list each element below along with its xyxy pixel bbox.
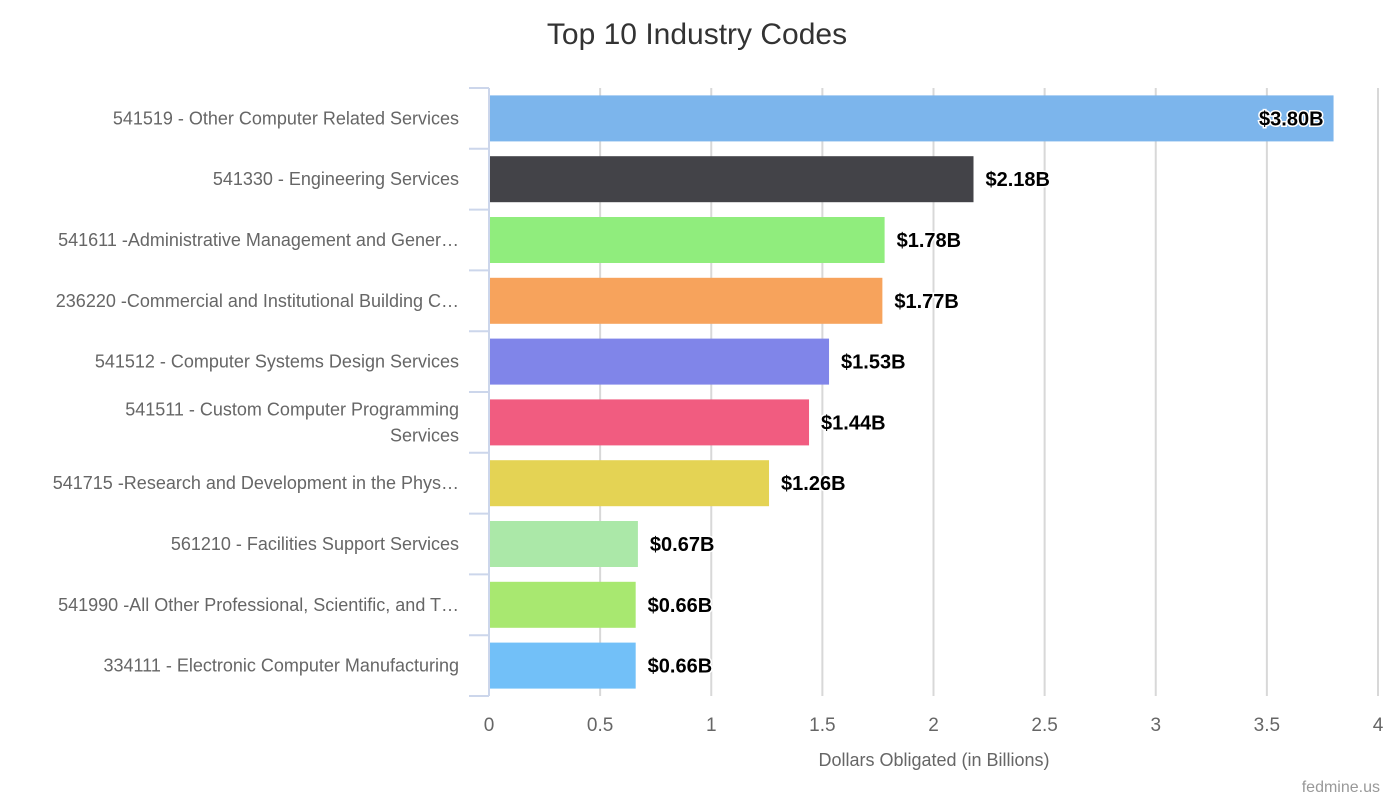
data-label: $1.53B bbox=[841, 352, 906, 374]
bar bbox=[490, 277, 883, 324]
category-label: 236220 -Commercial and Institutional Bui… bbox=[56, 291, 459, 311]
x-tick-label: 3.5 bbox=[1254, 715, 1280, 736]
x-tick-label: 4 bbox=[1373, 715, 1384, 736]
data-label: $0.67B bbox=[650, 534, 715, 556]
category-label: 541512 - Computer Systems Design Service… bbox=[95, 352, 459, 372]
category-label: 561210 - Facilities Support Services bbox=[171, 534, 459, 554]
category-label: 541990 -All Other Professional, Scientif… bbox=[58, 595, 459, 615]
chart-title: Top 10 Industry Codes bbox=[547, 18, 847, 51]
bar bbox=[490, 156, 974, 203]
x-tick-label: 2.5 bbox=[1031, 715, 1057, 736]
data-label: $1.44B bbox=[821, 412, 886, 434]
data-label: $0.66B bbox=[648, 656, 713, 678]
data-label: $2.18B bbox=[986, 169, 1051, 191]
x-tick-label: 0 bbox=[484, 715, 495, 736]
category-label: 541715 -Research and Development in the … bbox=[53, 473, 459, 493]
category-label: 541330 - Engineering Services bbox=[213, 169, 459, 189]
bar bbox=[490, 217, 885, 263]
bar bbox=[490, 521, 638, 567]
bar bbox=[490, 642, 636, 689]
data-label: $3.80B bbox=[1259, 108, 1324, 130]
x-tick-label: 3 bbox=[1150, 715, 1161, 736]
data-label: $1.77B bbox=[894, 291, 959, 313]
credit-link[interactable]: fedmine.us bbox=[1302, 779, 1380, 796]
category-label: 334111 - Electronic Computer Manufacturi… bbox=[103, 656, 459, 676]
x-tick-label: 2 bbox=[928, 715, 939, 736]
x-tick-label: 1 bbox=[706, 715, 717, 736]
x-tick-label: 1.5 bbox=[809, 715, 835, 736]
x-axis-title: Dollars Obligated (in Billions) bbox=[818, 750, 1049, 770]
bar bbox=[490, 399, 810, 446]
bar bbox=[490, 581, 636, 628]
bar bbox=[490, 95, 1334, 142]
data-label: $1.78B bbox=[897, 230, 962, 252]
bar bbox=[490, 338, 830, 385]
category-label: 541611 -Administrative Management and Ge… bbox=[58, 230, 459, 250]
category-label: 541519 - Other Computer Related Services bbox=[113, 108, 459, 128]
category-label: 541511 - Custom Computer Programming Serv… bbox=[125, 399, 459, 445]
bar bbox=[490, 460, 770, 507]
x-tick-label: 0.5 bbox=[587, 715, 613, 736]
data-label: $0.66B bbox=[648, 595, 713, 617]
data-label: $1.26B bbox=[781, 473, 846, 495]
